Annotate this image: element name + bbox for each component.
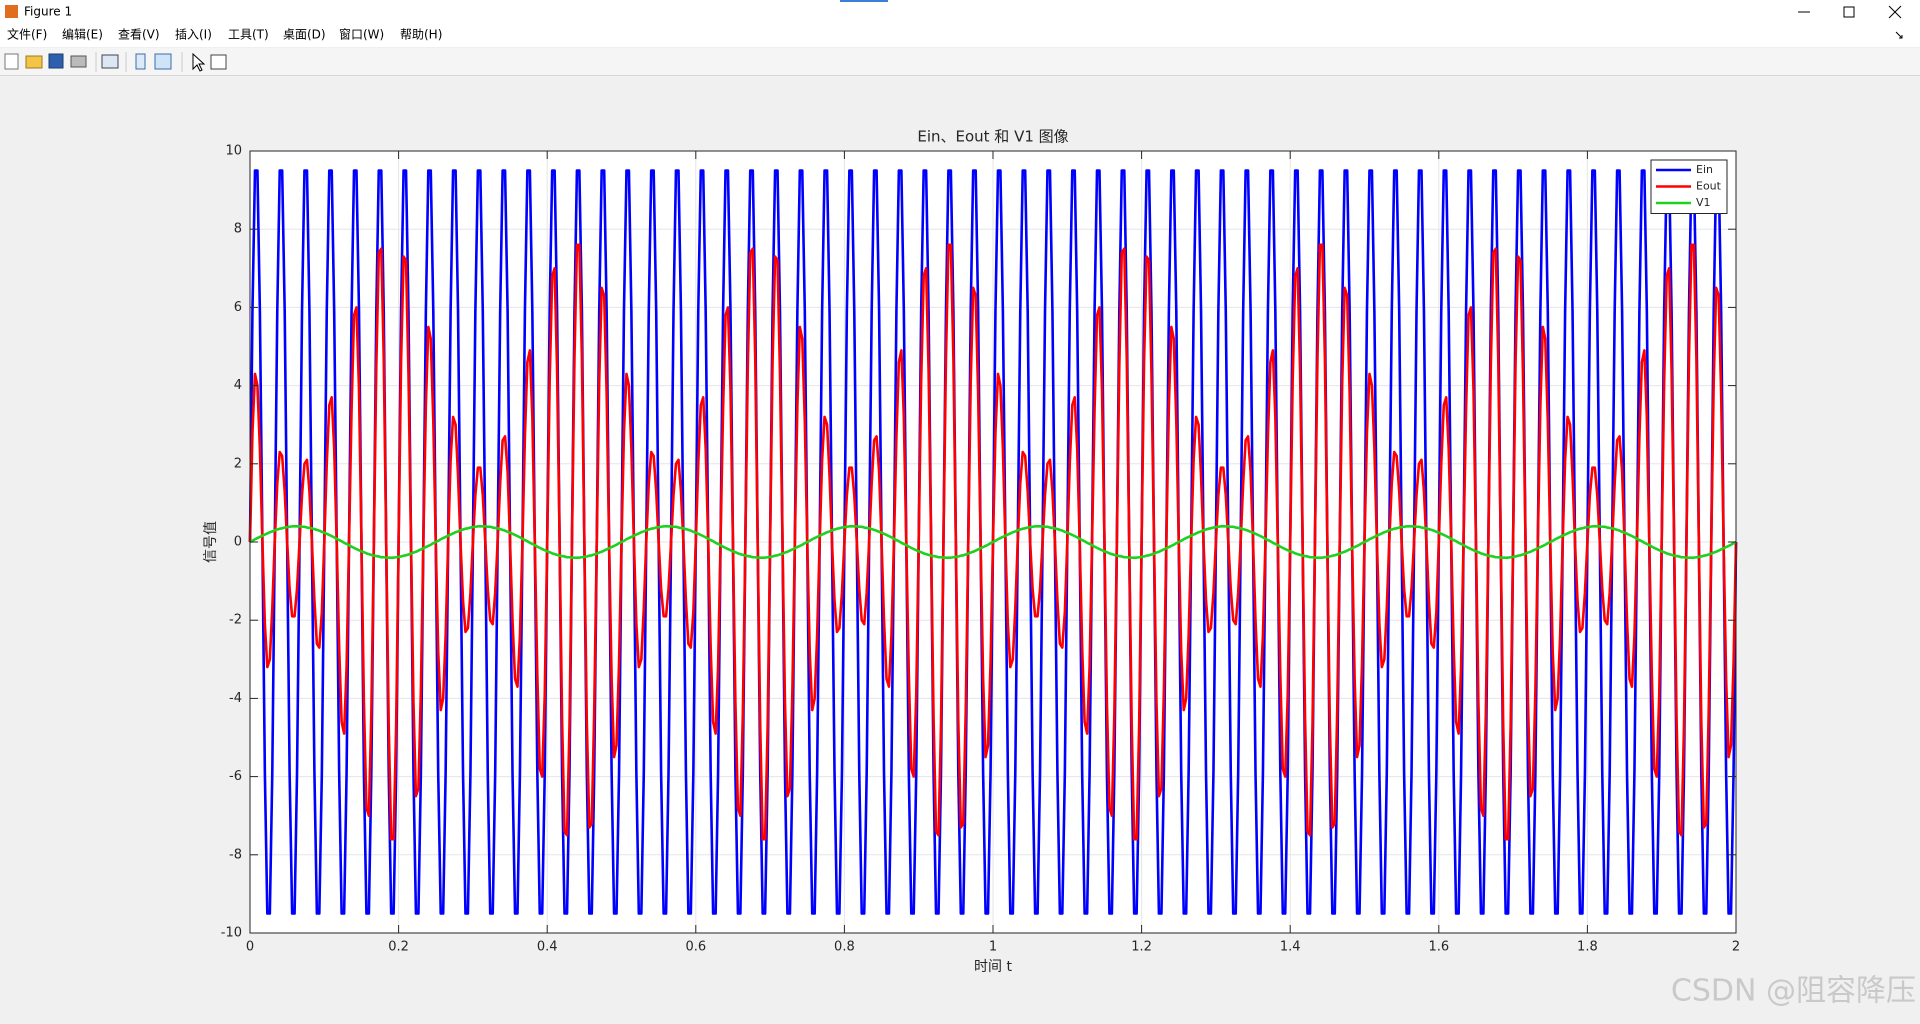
menu: 文件(F) 编辑(E) 查看(V) 插入(I) 工具(T) 桌面(D) 窗口(W) 帮助(H)	[7, 27, 442, 42]
y-tick-label: 2	[234, 456, 242, 471]
menu-item[interactable]: 文件(F)	[7, 27, 47, 42]
new-icon[interactable]	[4, 53, 19, 70]
title-bar	[0, 0, 1920, 24]
open-icon[interactable]	[25, 55, 43, 69]
x-tick-label: 0	[246, 940, 254, 955]
y-tick-label: -2	[229, 613, 242, 628]
link-icon[interactable]	[101, 54, 119, 69]
menu-bar	[0, 24, 1920, 47]
chart-title: Ein、Eout 和 V1 图像	[917, 128, 1068, 146]
property-icon[interactable]	[210, 54, 227, 70]
window-title: Figure 1	[24, 5, 72, 19]
toolbar	[0, 48, 1920, 75]
menu-item[interactable]: 查看(V)	[118, 28, 160, 42]
y-axis-label: 信号值	[203, 521, 219, 563]
x-tick-label: 1.8	[1577, 940, 1598, 955]
x-tick-label: 2	[1732, 940, 1740, 955]
toolbar-icons	[4, 52, 227, 72]
menu-item[interactable]: 插入(I)	[175, 28, 212, 42]
dock-arrow[interactable]	[1895, 31, 1903, 39]
y-tick-label: 10	[225, 144, 242, 159]
y-tick-label: -10	[221, 926, 242, 941]
y-tick-label: 4	[234, 378, 242, 393]
y-tick-label: 8	[234, 222, 242, 237]
series-line	[249, 525, 1737, 559]
legend-icon[interactable]	[154, 53, 172, 70]
app-icon	[5, 5, 18, 18]
menu-item[interactable]: 窗口(W)	[339, 28, 384, 42]
tab-indicator	[840, 0, 888, 2]
print-icon[interactable]	[70, 55, 87, 68]
x-tick-label: 0.2	[388, 940, 409, 955]
y-tick-label: 0	[234, 535, 242, 550]
legend-label: V1	[1696, 196, 1711, 209]
y-tick-label: 6	[234, 300, 242, 315]
edit-plot-icon[interactable]	[192, 52, 206, 72]
x-tick-label: 0.6	[685, 940, 706, 955]
menu-item[interactable]: 编辑(E)	[62, 27, 103, 42]
legend-label: Ein	[1696, 163, 1713, 176]
close-button[interactable]	[1888, 5, 1902, 19]
x-tick-label: 0.4	[537, 940, 558, 955]
restore-button[interactable]	[1843, 6, 1855, 18]
menu-item[interactable]: 帮助(H)	[400, 28, 442, 42]
y-tick-label: -6	[229, 769, 242, 784]
menu-item[interactable]: 工具(T)	[228, 28, 269, 42]
watermark: CSDN @阻容降压	[1671, 974, 1916, 1009]
colorbar-icon[interactable]	[135, 53, 146, 70]
title-bar-content: Figure 1	[5, 5, 1902, 19]
x-axis-label: 时间 t	[974, 959, 1012, 975]
x-tick-label: 0.8	[834, 940, 855, 955]
legend-label: Eout	[1696, 180, 1722, 193]
y-tick-label: -8	[229, 847, 242, 862]
x-tick-label: 1.2	[1131, 940, 1152, 955]
x-tick-label: 1.4	[1280, 940, 1301, 955]
x-tick-label: 1	[989, 940, 997, 955]
menu-item[interactable]: 桌面(D)	[283, 28, 326, 42]
y-tick-label: -4	[229, 691, 242, 706]
save-icon[interactable]	[48, 53, 64, 69]
x-tick-label: 1.6	[1428, 940, 1449, 955]
